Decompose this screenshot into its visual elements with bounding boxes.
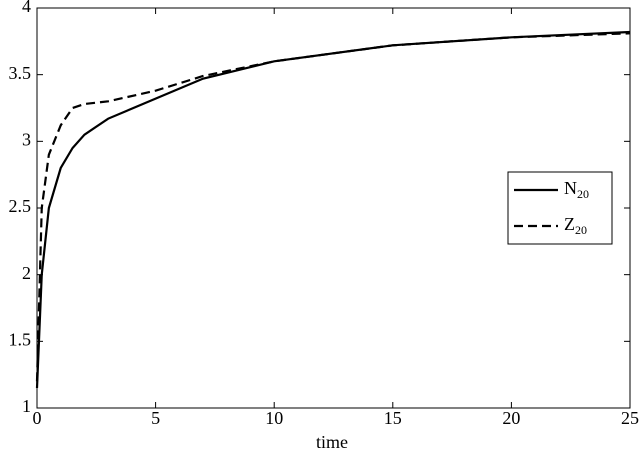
y-tick-label: 2	[22, 263, 31, 283]
legend-label: N20	[564, 178, 589, 201]
y-tick-label: 3	[22, 129, 31, 149]
y-tick-label: 4	[22, 0, 31, 16]
y-tick-label: 1	[22, 396, 31, 416]
plot-frame	[36, 7, 631, 409]
legend-label: Z20	[564, 214, 587, 237]
y-tick-label: 2.5	[9, 196, 32, 216]
x-tick-label: 25	[621, 408, 639, 428]
x-axis-label: time	[316, 432, 348, 452]
x-tick-label: 20	[502, 408, 520, 428]
y-tick-label: 1.5	[9, 329, 32, 349]
line-series	[35, 32, 631, 382]
x-tick-label: 15	[384, 408, 402, 428]
x-tick-label: 10	[265, 408, 283, 428]
y-tick-label: 3.5	[9, 63, 32, 83]
x-tick-label: 5	[151, 408, 160, 428]
x-tick-label: 0	[33, 408, 42, 428]
legend-box	[507, 171, 613, 245]
